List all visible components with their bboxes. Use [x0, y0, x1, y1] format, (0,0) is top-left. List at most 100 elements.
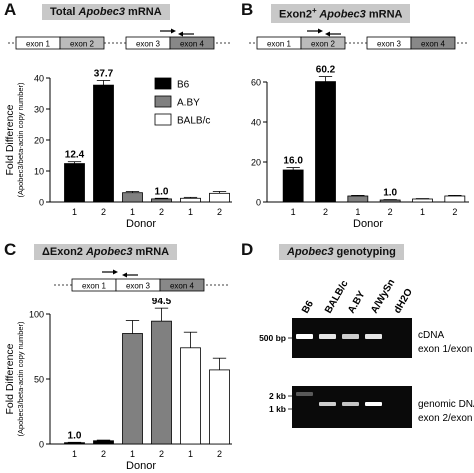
x-tick-label: 1: [72, 207, 77, 217]
bar: [64, 442, 85, 445]
x-tick-label: 2: [101, 207, 106, 217]
bar: [209, 369, 230, 445]
lane-label: dH2O: [392, 287, 415, 316]
panel-label-c: C: [4, 240, 17, 259]
exon-label-b-1: exon 1: [267, 40, 292, 49]
panel-title-b: Exon2+ Apobec3 mRNA: [271, 4, 411, 23]
y-tick-label: 60: [251, 78, 261, 88]
legend-label: B6: [177, 80, 190, 91]
bar: [64, 163, 85, 203]
gel-desc-3: genomic DNA: [418, 399, 474, 410]
x-axis-label: Donor: [126, 460, 156, 472]
exon-box-a-4: [169, 36, 215, 50]
bar: [209, 192, 230, 203]
lane-label: A.BY: [346, 289, 368, 315]
panel-title-d: Apobec3 genotyping: [279, 244, 404, 260]
gel-band: [319, 402, 336, 406]
panel-title-a: Total Apobec3 mRNA: [42, 4, 170, 20]
x-axis-label: Donor: [353, 218, 383, 230]
lane-label: B6: [300, 299, 316, 316]
y-axis-sublabel: (Apobec3/beta-actin copy number): [16, 321, 25, 437]
primer-arrows-a: [160, 28, 194, 37]
y-tick-label: 0: [39, 440, 44, 450]
bar: [412, 198, 433, 203]
panel-d: D Apobec3 genotyping B6 BALB/c A.BY A/WySn d…: [237, 238, 474, 471]
gel-band: [365, 402, 382, 406]
bar: [282, 169, 304, 203]
exon-label-c-4: exon 4: [170, 282, 195, 291]
bar: [379, 199, 401, 203]
data-label: 1.0: [155, 186, 169, 197]
legend-swatch: [154, 113, 172, 126]
x-tick-label: 1: [72, 449, 77, 459]
gel-band: [342, 402, 359, 406]
exon-box-a-2: [59, 36, 105, 50]
gel-band: [296, 392, 313, 396]
bar: [93, 84, 114, 203]
exon-label-a-3: exon 3: [136, 40, 161, 49]
exon-box-c-4: [159, 278, 205, 292]
legend-swatch: [154, 77, 172, 90]
panel-label-b: B: [241, 0, 254, 19]
x-tick-label: 2: [101, 449, 106, 459]
x-tick-label: 1: [188, 449, 193, 459]
exon-diagram-a: exon 1 exon 2 exon 3 exon 4: [8, 28, 232, 50]
bar: [122, 192, 143, 203]
exon-box-b-2: [300, 36, 346, 50]
exon-label-b-2: exon 2: [311, 40, 336, 49]
marker-1kb: 1 kb: [269, 404, 286, 414]
y-tick-label: 20: [34, 136, 44, 146]
y-axis-sublabel: (Apobec3/beta-actin copy number): [16, 82, 25, 198]
bar: [122, 333, 143, 445]
data-label: 94.5: [152, 298, 172, 307]
data-label: 16.0: [283, 156, 303, 167]
marker-500bp: 500 bp: [259, 333, 286, 343]
gel-band: [296, 334, 313, 339]
bar: [93, 440, 114, 445]
legend-label: A.BY: [177, 98, 200, 109]
exon-diagram-b: exon 1 exon 2 exon 3 exon 4: [249, 28, 469, 50]
bar: [180, 347, 201, 445]
y-tick-label: 40: [251, 118, 261, 128]
gel-band: [319, 334, 336, 339]
panel-a: A Total Apobec3 mRNA exon 1 exon 2 exon …: [0, 0, 237, 230]
data-label: 37.7: [94, 68, 114, 79]
exon-label-a-2: exon 2: [70, 40, 95, 49]
bar: [347, 195, 369, 203]
y-tick-label: 30: [34, 105, 44, 115]
bar-chart-a: 0 10 20 30 40 Fold Difference (Apobec3/beta-ac…: [4, 68, 232, 230]
marker-2kb: 2 kb: [269, 391, 286, 401]
x-tick-label: 2: [217, 207, 222, 217]
y-tick-label: 0: [256, 198, 261, 208]
bar: [151, 198, 172, 203]
exon-label-c-1: exon 1: [82, 282, 107, 291]
y-axis-label: Fold Difference: [4, 343, 16, 414]
exon-label-a-1: exon 1: [26, 40, 51, 49]
panel-b: B Exon2+ Apobec3 mRNA exon 1 exon 2 exon…: [237, 0, 474, 230]
data-label: 1.0: [383, 188, 397, 199]
bar: [315, 81, 336, 203]
panel-label-d: D: [241, 240, 254, 259]
legend-swatch: [154, 95, 172, 108]
x-tick-label: 2: [388, 207, 393, 217]
legend-label: BALB/c: [177, 116, 210, 127]
y-tick-label: 20: [251, 158, 261, 168]
data-label: 60.2: [316, 65, 336, 76]
y-tick-label: 50: [34, 375, 44, 385]
bar: [444, 195, 466, 203]
x-tick-label: 1: [130, 449, 135, 459]
gel-desc-4: exon 2/exon 3: [418, 413, 474, 424]
panel-c: C ΔExon2 Apobec3 mRNA exon 1 exon 3 exon…: [0, 238, 237, 472]
gel-desc-1: cDNA: [418, 330, 444, 341]
x-tick-label: 1: [355, 207, 360, 217]
primer-arrows-b: [307, 28, 341, 37]
x-tick-label: 2: [217, 449, 222, 459]
exon-label-c-3: exon 3: [126, 282, 151, 291]
x-tick-label: 2: [323, 207, 328, 217]
y-tick-label: 40: [34, 74, 44, 84]
exon-label-a-4: exon 4: [180, 40, 205, 49]
data-label: 1.0: [68, 430, 82, 441]
x-tick-label: 2: [452, 207, 457, 217]
bar-chart-b: 0 20 40 60 16.0 1 60.2 2 1 1.0 2 1 2 Donor: [251, 65, 469, 230]
